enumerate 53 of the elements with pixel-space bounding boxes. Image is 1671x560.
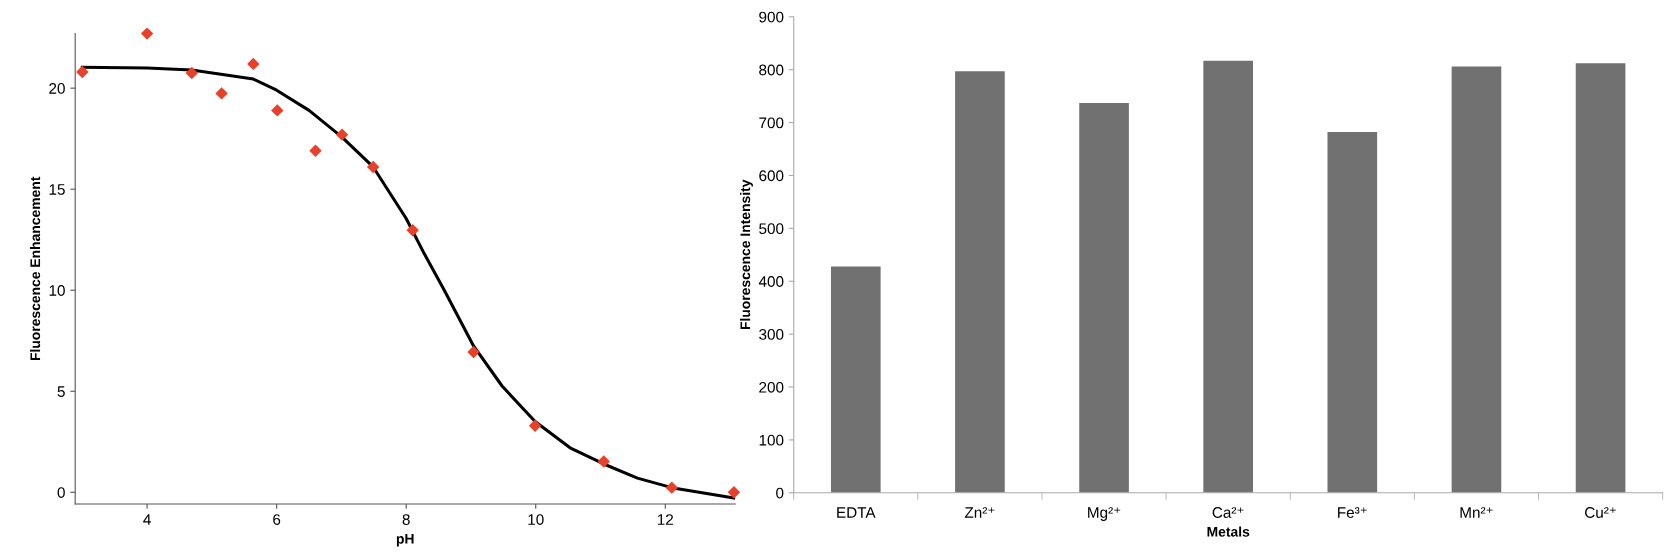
y-tick-label: 100: [759, 434, 784, 446]
y-axis-title: Fluorescence Intensity: [740, 179, 753, 330]
point: [215, 87, 228, 100]
y-tick-label: 900: [759, 11, 784, 23]
x-tick-label: Mn²⁺: [1460, 507, 1493, 518]
y-tick-label: 0: [57, 487, 65, 498]
y-tick-label: 15: [49, 184, 65, 195]
y-tick-label: 700: [759, 117, 784, 129]
point: [309, 144, 322, 158]
point: [247, 57, 260, 71]
point: [528, 419, 542, 433]
y-tick-label: 5: [57, 386, 65, 397]
point: [597, 455, 610, 468]
point: [727, 486, 741, 499]
point: [76, 65, 89, 79]
y-tick-label: 10: [49, 285, 65, 296]
point: [467, 345, 480, 359]
x-tick-label: Cu²⁺: [1585, 507, 1616, 518]
x-tick-label: Fe³⁺: [1338, 507, 1367, 518]
x-tick-label: 12: [657, 514, 674, 525]
point: [185, 66, 198, 80]
bar: [1575, 63, 1626, 493]
bar: [955, 71, 1005, 493]
y-tick-label: 400: [758, 276, 784, 287]
x-tick-label: 6: [273, 514, 281, 525]
x-axis-title: Metals: [1207, 526, 1250, 537]
bar: [1451, 66, 1502, 493]
x-tick-label: 8: [402, 514, 410, 525]
y-tick-label: 800: [759, 64, 784, 76]
point: [665, 481, 678, 494]
y-tick-label: 500: [759, 223, 784, 235]
y-tick-label: 300: [759, 329, 784, 340]
x-tick-label: 4: [143, 514, 151, 525]
y-tick-label: 200: [759, 381, 784, 393]
bar: [1203, 60, 1254, 493]
bar: [1327, 132, 1378, 493]
bar: [830, 266, 881, 493]
y-tick-label: 600: [759, 170, 784, 182]
point: [366, 160, 380, 174]
point: [271, 104, 284, 117]
x-axis-title: pH: [396, 534, 414, 547]
y-tick-label: 20: [49, 83, 65, 94]
point: [140, 27, 154, 40]
point: [335, 128, 349, 141]
x-tick-label: Mg²⁺: [1088, 507, 1121, 521]
bar: [1079, 103, 1129, 493]
y-tick-label: 0: [776, 487, 784, 499]
x-tick-label: Ca²⁺: [1212, 507, 1244, 518]
x-tick-label: Zn²⁺: [964, 507, 995, 518]
y-axis-title: Fluorescence Enhancement: [29, 176, 41, 361]
x-tick-label: 10: [528, 514, 544, 525]
point: [406, 223, 419, 237]
x-tick-label: EDTA: [837, 507, 876, 518]
